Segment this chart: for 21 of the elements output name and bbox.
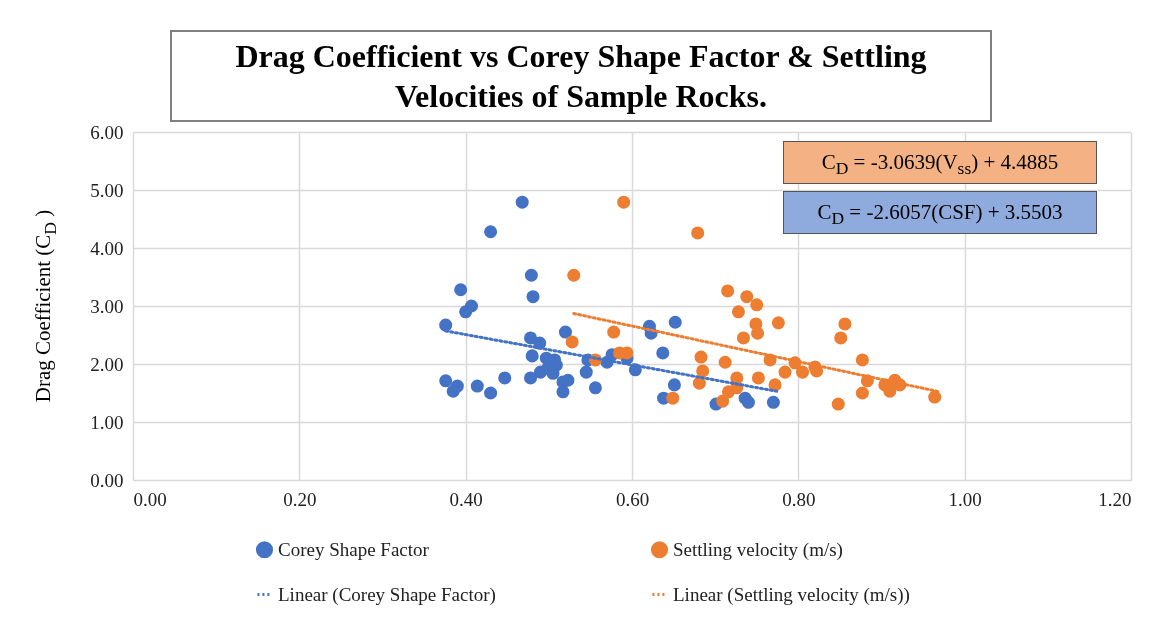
y-tick-label: 6.00 — [90, 121, 124, 143]
x-tick-label: 1.20 — [1098, 488, 1132, 510]
y-tick-label: 1.00 — [90, 411, 124, 433]
x-tick-label: 0.60 — [615, 488, 650, 510]
y-tick-label: 0.00 — [90, 469, 124, 491]
y-tick-label: 4.00 — [90, 237, 124, 259]
equation-box: C$_{D}$ = -2.6057(CSF) + 3.5503 — [783, 191, 1097, 234]
legend-label: Settling velocity (m/s) — [673, 538, 843, 561]
legend-label: Linear (Settling velocity (m/s)) — [673, 583, 910, 606]
y-tick-label: 5.00 — [90, 179, 124, 201]
x-tick-label: 0.80 — [782, 488, 816, 510]
equation-box: C$_{D}$ = -3.0639(V$_{ss}$) + 4.4885 — [783, 141, 1097, 184]
x-tick-label: 0.00 — [133, 488, 167, 510]
chart-title: Drag Coefficient vs Corey Shape Factor & Settling Velocities of Sample Rocks. — [170, 30, 992, 122]
x-tick-label: 0.40 — [449, 488, 483, 510]
y-tick-label: 3.00 — [90, 295, 124, 317]
y-tick-label: 2.00 — [90, 353, 124, 375]
x-tick-label: 0.20 — [283, 488, 317, 510]
x-tick-label: 1.00 — [948, 488, 982, 510]
legend-label: Linear (Corey Shape Factor) — [278, 583, 496, 606]
legend-label: Corey Shape Factor — [278, 538, 430, 560]
